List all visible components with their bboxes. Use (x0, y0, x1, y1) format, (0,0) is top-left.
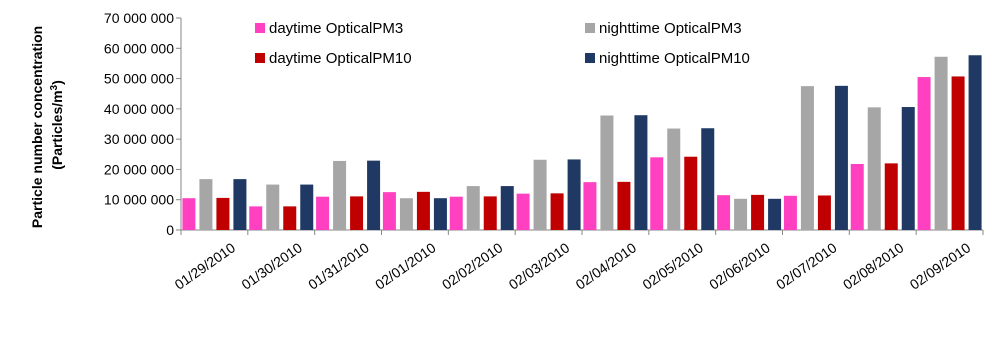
y-axis-title-line2: (Particles/m3) (49, 80, 66, 170)
y-tick-label: 20 000 000 (104, 161, 174, 177)
bar (850, 163, 864, 230)
legend-swatch (255, 53, 265, 63)
bar (800, 86, 814, 231)
bar (533, 159, 547, 230)
y-tick-label: 10 000 000 (104, 192, 174, 208)
y-tick-label: 50 000 000 (104, 71, 174, 87)
bar (684, 156, 698, 230)
bar (516, 193, 530, 230)
x-tick-label: 02/09/2010 (907, 239, 974, 292)
bar (717, 195, 731, 230)
y-tick-label: 0 (166, 222, 174, 238)
bar (583, 182, 597, 230)
bar (934, 56, 948, 230)
legend: daytime OpticalPM3 nighttime OpticalPM3 da… (255, 20, 750, 67)
bar (182, 198, 196, 230)
y-tick-label: 70 000 000 (104, 10, 174, 26)
legend-swatch (255, 23, 265, 33)
legend-label: daytime OpticalPM3 (269, 20, 403, 37)
y-axis-title-prefix: (Particles/m (49, 90, 65, 169)
bar (249, 206, 263, 230)
bar (634, 115, 648, 230)
bar (817, 195, 831, 230)
bar (399, 198, 413, 230)
legend-label: daytime OpticalPM10 (269, 50, 412, 67)
bar (350, 196, 364, 230)
x-tick-label: 01/29/2010 (172, 239, 239, 292)
bar (834, 85, 848, 230)
bar (367, 160, 381, 230)
bar (416, 191, 430, 230)
x-tick-label: 02/08/2010 (840, 239, 907, 292)
bar (433, 198, 447, 230)
bar (300, 184, 314, 230)
bar (951, 76, 965, 230)
bar (968, 55, 982, 230)
x-tick-label: 01/30/2010 (238, 239, 305, 292)
bar (701, 128, 715, 230)
legend-swatch (585, 23, 595, 33)
bar (283, 206, 297, 230)
bar (333, 160, 347, 230)
bar (466, 186, 480, 230)
legend-label: nighttime OpticalPM3 (599, 20, 742, 37)
legend-swatch (585, 53, 595, 63)
bar (483, 196, 497, 230)
x-tick-label: 01/31/2010 (305, 239, 372, 292)
y-tick-label: 30 000 000 (104, 131, 174, 147)
plot-area: 0 10 000 000 20 000 000 30 000 000 40 000 00… (104, 10, 984, 293)
x-tick-label: 02/05/2010 (639, 239, 706, 292)
y-axis-title-line1: Particle number concentration (29, 26, 45, 228)
bar (567, 159, 581, 230)
bar (199, 179, 213, 230)
bar (768, 198, 782, 230)
bar (449, 196, 463, 230)
y-axis-title-superscript: 3 (49, 84, 60, 90)
bar (884, 163, 898, 230)
bar (917, 77, 931, 230)
bar (500, 186, 514, 230)
bar (617, 181, 631, 230)
bar (550, 193, 564, 230)
bar (783, 195, 797, 230)
bar (751, 194, 765, 230)
bar (382, 192, 396, 230)
x-tick-label: 02/07/2010 (773, 239, 840, 292)
bar (233, 179, 247, 230)
bar (901, 107, 915, 230)
bar (734, 198, 748, 230)
legend-label: nighttime OpticalPM10 (599, 50, 750, 67)
x-tick-label: 02/02/2010 (439, 239, 506, 292)
y-tick-label: 60 000 000 (104, 40, 174, 56)
y-tick-label: 40 000 000 (104, 101, 174, 117)
bar (867, 107, 881, 230)
x-tick-label: 02/03/2010 (506, 239, 573, 292)
x-tick-label: 02/06/2010 (706, 239, 773, 292)
y-axis-title-suffix: ) (49, 80, 65, 85)
bar (216, 197, 230, 230)
bar (600, 115, 614, 230)
x-tick-label: 02/04/2010 (573, 239, 640, 292)
bar (650, 157, 664, 230)
x-tick-label: 02/01/2010 (372, 239, 439, 292)
bar (266, 184, 280, 230)
bar (667, 128, 681, 230)
y-axis-title: Particle number concentration (Particles… (29, 22, 65, 228)
bar (316, 196, 330, 230)
